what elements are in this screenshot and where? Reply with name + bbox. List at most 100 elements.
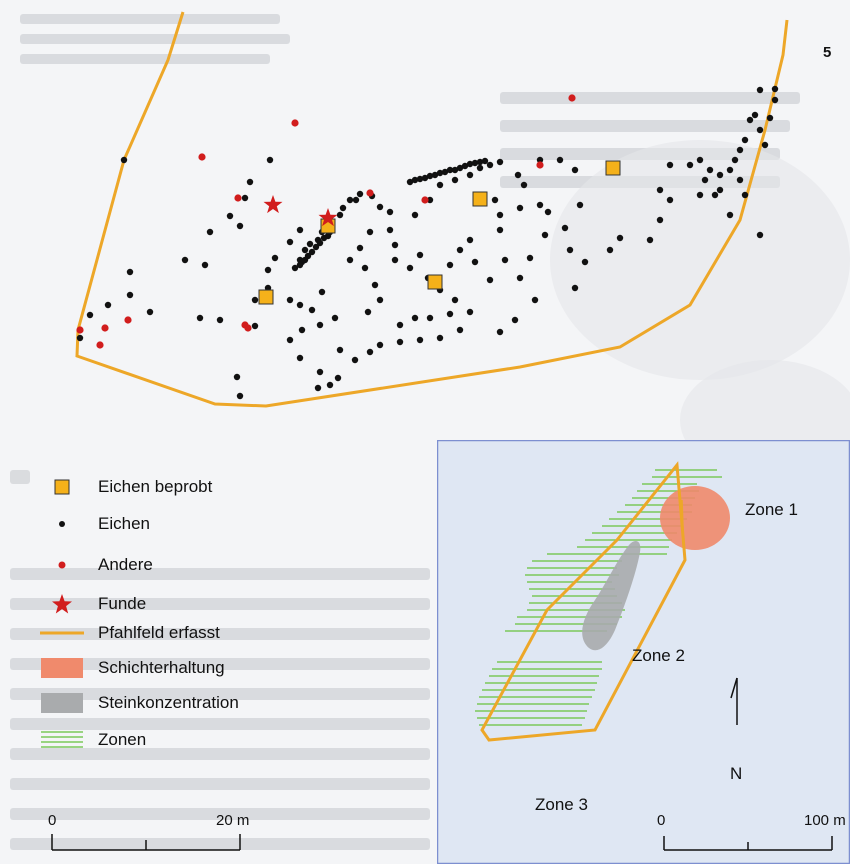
legend-item-layer: Schichterhaltung xyxy=(38,656,225,680)
oak-point xyxy=(476,164,484,172)
oak-point xyxy=(426,196,434,204)
oak-point xyxy=(298,326,306,334)
other-point xyxy=(291,119,299,127)
site-scale-start: 0 xyxy=(48,812,57,829)
other-point xyxy=(568,94,576,102)
oak-point xyxy=(516,204,524,212)
legend-label: Andere xyxy=(98,555,153,574)
oak-point xyxy=(126,291,134,299)
oak-point xyxy=(486,276,494,284)
oak-point xyxy=(491,196,499,204)
oak-point xyxy=(421,174,429,182)
oak-point xyxy=(566,246,574,254)
oak-point xyxy=(516,274,524,282)
oak-point xyxy=(416,251,424,259)
oak-point xyxy=(731,156,739,164)
legend-item-oak: Eichen xyxy=(38,512,150,536)
oak-point xyxy=(431,171,439,179)
oak-point xyxy=(301,246,309,254)
oak-point xyxy=(196,314,204,322)
oak-point xyxy=(264,266,272,274)
other-point xyxy=(96,341,104,349)
inset-scale-end: 100 m xyxy=(804,812,846,829)
oak-point xyxy=(656,216,664,224)
finds-points xyxy=(263,195,338,227)
oak-point xyxy=(426,314,434,322)
oak-point xyxy=(771,85,779,93)
oak-point xyxy=(520,181,528,189)
grey-patch-icon xyxy=(41,693,83,713)
sampled-oak-point xyxy=(472,191,488,207)
oak-point xyxy=(771,96,779,104)
site-scale-bar xyxy=(51,834,241,851)
oak-point xyxy=(391,256,399,264)
oak-point xyxy=(296,261,304,269)
oak-point xyxy=(716,171,724,179)
oak-point xyxy=(741,191,749,199)
oak-point xyxy=(451,296,459,304)
oak-point xyxy=(308,306,316,314)
sampled-oak-point xyxy=(605,160,621,176)
oak-point xyxy=(411,176,419,184)
oak-point xyxy=(711,191,719,199)
oak-point xyxy=(466,308,474,316)
oak-point xyxy=(120,156,128,164)
oak-point xyxy=(501,256,509,264)
oak-point xyxy=(411,211,419,219)
page-number: 5 xyxy=(823,44,832,61)
oak-point xyxy=(466,160,474,168)
oak-point xyxy=(364,308,372,316)
legend-label: Pfahlfeld erfasst xyxy=(98,623,220,642)
oak-point xyxy=(486,161,494,169)
oak-point xyxy=(236,392,244,400)
oak-point xyxy=(126,268,134,276)
oak-point xyxy=(456,246,464,254)
oak-point xyxy=(339,204,347,212)
oak-point xyxy=(356,190,364,198)
find-point xyxy=(318,208,338,227)
legend-item-stone: Steinkonzentration xyxy=(38,691,239,715)
oak-point xyxy=(686,161,694,169)
oak-point xyxy=(496,211,504,219)
oak-point xyxy=(736,176,744,184)
oak-point xyxy=(514,171,522,179)
oak-point xyxy=(391,241,399,249)
oak-point xyxy=(536,201,544,209)
pile-field-map xyxy=(75,11,789,408)
oak-point xyxy=(696,156,704,164)
oak-point xyxy=(696,191,704,199)
oak-point xyxy=(446,166,454,174)
oak-point xyxy=(726,166,734,174)
oak-point xyxy=(386,208,394,216)
oak-point xyxy=(406,264,414,272)
oak-points xyxy=(76,85,779,400)
oak-point xyxy=(320,234,328,242)
oak-point xyxy=(266,156,274,164)
oak-point xyxy=(746,116,754,124)
oak-point xyxy=(371,281,379,289)
oak-point xyxy=(351,356,359,364)
other-points xyxy=(76,94,576,349)
red-star-icon xyxy=(52,594,72,614)
oak-point xyxy=(666,196,674,204)
oak-point xyxy=(751,111,759,119)
oak-point xyxy=(336,346,344,354)
oak-point xyxy=(406,178,414,186)
oak-point xyxy=(531,296,539,304)
oak-point xyxy=(146,308,154,316)
oak-point xyxy=(496,158,504,166)
oak-point xyxy=(741,136,749,144)
find-point xyxy=(263,195,283,214)
oak-point xyxy=(581,258,589,266)
oak-point xyxy=(556,156,564,164)
oak-point xyxy=(471,258,479,266)
sampled-oak-points xyxy=(258,160,621,305)
legend-label: Funde xyxy=(98,594,147,613)
other-point xyxy=(76,326,84,334)
other-point xyxy=(421,196,429,204)
oak-point xyxy=(481,157,489,165)
oak-point xyxy=(576,201,584,209)
inset-overview-map xyxy=(437,440,850,864)
oak-point xyxy=(334,374,342,382)
oak-point xyxy=(314,384,322,392)
